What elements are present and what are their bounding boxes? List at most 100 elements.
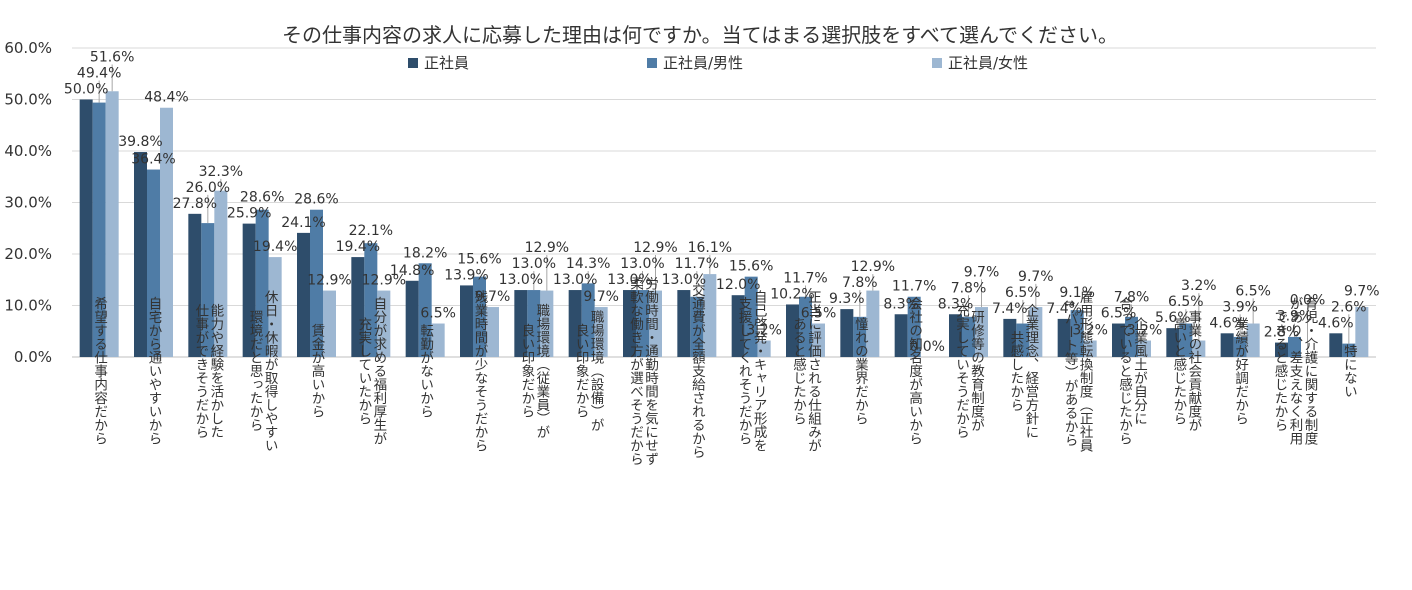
bar [744, 276, 758, 357]
data-label: 11.7% [783, 270, 827, 286]
data-label: 2.8% [1264, 325, 1300, 341]
category-label: 残業時間が少なそうだから [472, 290, 489, 453]
category-label-line: 良い印象だから [573, 324, 590, 419]
bar [581, 283, 595, 357]
bar [799, 296, 812, 357]
bar [377, 290, 391, 357]
data-label: 12.9% [307, 273, 351, 289]
y-tick-label: 10.0% [4, 297, 52, 315]
bar [160, 107, 173, 358]
category-label-line: 良い印象だから [518, 324, 535, 419]
data-label: 14.8% [390, 263, 434, 279]
bar [188, 213, 202, 357]
data-label: 5.6% [1155, 310, 1191, 326]
data-label: 6.5% [1005, 285, 1041, 301]
y-tick-label: 60.0% [4, 39, 52, 57]
bar [757, 340, 771, 357]
bar [1003, 318, 1017, 357]
bar [975, 307, 988, 357]
bar [1138, 340, 1151, 357]
category-label-line: 充実していそうだから [953, 303, 970, 439]
data-label: 10.2% [770, 286, 814, 302]
bar [486, 307, 499, 357]
category-label-line: 環境だと思ったから [247, 310, 264, 432]
bar [1246, 323, 1260, 357]
y-tick-label: 40.0% [4, 142, 52, 160]
bar [134, 152, 147, 357]
category-label-line: 憧れの業界だから [852, 317, 869, 426]
data-label: 6.5% [801, 306, 837, 322]
data-label: 49.4% [77, 66, 121, 82]
legend-swatch [408, 58, 418, 68]
data-label: 50.0% [64, 82, 108, 98]
bar [1192, 340, 1206, 357]
data-label: 11.7% [675, 256, 719, 272]
bar [703, 274, 717, 357]
bar [527, 290, 541, 357]
bar [677, 290, 691, 357]
data-label: 39.8% [118, 134, 162, 150]
data-label: 13.0% [512, 256, 556, 272]
bar [323, 290, 336, 357]
category-labels: 希望する仕事内容だから 自宅から通いやすいから 能力や経験を活かした仕事ができそうだ… [91, 276, 1357, 466]
category-label-line: 会社の知名度が高いから [906, 297, 923, 446]
data-label: 7.8% [842, 275, 878, 291]
category-label-line: あると感じたから [790, 317, 807, 426]
category-label-line: 企業風土が自分に [1131, 316, 1148, 425]
data-label: 3.9% [1222, 299, 1258, 315]
bar [690, 296, 704, 357]
bar [649, 290, 662, 357]
category-label-line: があり、差支えなく利用 [1287, 297, 1304, 447]
bar [201, 223, 215, 357]
data-label: 28.6% [294, 192, 338, 208]
bar [431, 323, 445, 357]
category-label-line: 労働時間・通勤時間を気にせず [642, 276, 659, 466]
bars [79, 91, 1369, 358]
category-label: 業績が好調だから [1232, 317, 1249, 426]
category-label-line: 賃金が高いから [309, 324, 326, 419]
data-label: 48.4% [144, 90, 188, 106]
bar [255, 209, 269, 357]
data-label: 3.2% [1127, 323, 1163, 339]
bar [1166, 328, 1180, 357]
category-label: 交通費が全額支給されるから [689, 282, 706, 459]
data-label: 9.7% [1344, 283, 1380, 299]
data-label: 15.6% [457, 251, 501, 267]
bar [297, 232, 310, 357]
category-label-line: 自己啓発・キャリア形成を [751, 290, 768, 452]
data-label: 12.9% [633, 240, 677, 256]
data-label: 3.2% [746, 323, 782, 339]
category-label-line: 職場環境（従業員）が [533, 303, 550, 439]
category-label: 憧れの業界だから [852, 317, 869, 426]
bar [594, 307, 608, 357]
bar [1355, 307, 1369, 357]
data-label: 13.0% [607, 272, 651, 288]
bar [1083, 340, 1097, 357]
data-label: 14.3% [566, 256, 610, 272]
bar [105, 91, 119, 357]
category-label-line: 支援してくれそうだから [736, 297, 753, 446]
data-label: 13.0% [499, 272, 543, 288]
category-label-line: できると感じたから [1272, 310, 1289, 432]
data-label: 3.9% [1277, 309, 1313, 325]
category-label-line: 高いと感じたから [1170, 316, 1187, 426]
data-label: 36.4% [131, 152, 175, 168]
category-label-line: 企業理念、経営方針に [1022, 302, 1039, 438]
y-tick-label: 50.0% [4, 91, 52, 109]
category-label-line: 柔軟な働き方が選べそうだから [627, 276, 644, 466]
data-label: 7.4% [1046, 301, 1082, 317]
legend-label: 正社員/女性 [948, 54, 1028, 72]
bar [1179, 323, 1193, 357]
data-label: 4.6% [1318, 315, 1354, 331]
data-labels: 50.0%49.4%51.6% 39.8% 36.4% 48.4% 27.8%26.0%… [64, 50, 1380, 356]
bar [568, 290, 582, 357]
bar [866, 290, 880, 357]
